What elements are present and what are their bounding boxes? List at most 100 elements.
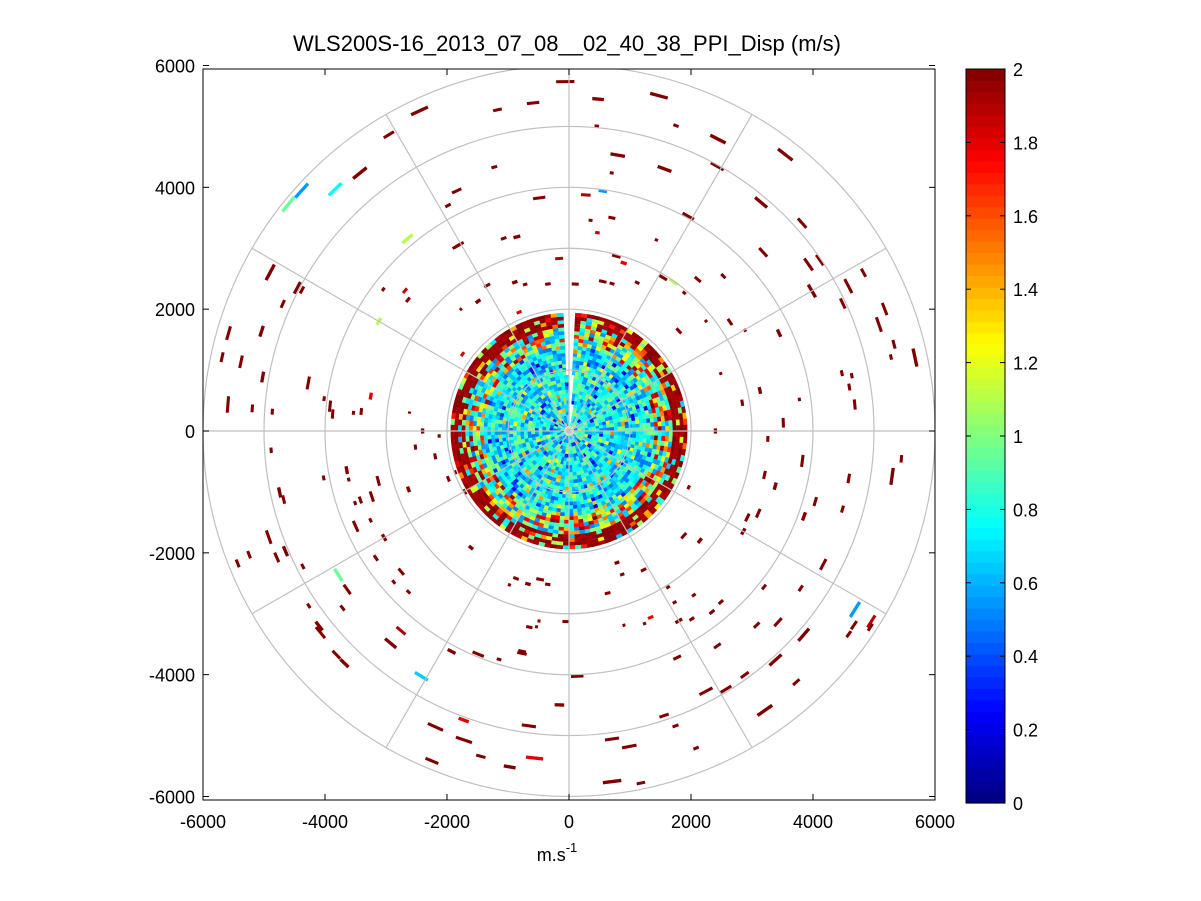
core-cell — [505, 514, 513, 522]
core-cell — [651, 354, 659, 362]
colorbar-strip — [966, 722, 1005, 735]
core-cell — [556, 432, 561, 436]
range-gate-segment — [609, 281, 615, 286]
core-cell — [561, 363, 567, 368]
core-cell — [657, 435, 662, 442]
core-cell — [489, 405, 495, 411]
core-cell — [563, 527, 569, 532]
core-cell — [682, 436, 688, 444]
core-cell — [551, 365, 557, 370]
core-cell — [521, 475, 527, 481]
range-gate-segment — [513, 234, 521, 240]
core-cell — [568, 534, 575, 539]
core-cell — [548, 366, 553, 371]
core-cell — [562, 424, 566, 428]
core-cell — [579, 458, 584, 464]
plot-area: -6000 -4000 -2000 0 2000 4000 6000 60004000200… — [149, 57, 955, 833]
core-cell — [626, 328, 635, 336]
core-cell — [576, 500, 581, 506]
core-cell — [463, 452, 469, 459]
core-cell — [553, 485, 558, 490]
core-cell — [581, 514, 588, 520]
core-cell — [631, 514, 639, 522]
core-cell — [568, 538, 575, 542]
core-cell — [559, 338, 565, 343]
core-cell — [582, 452, 587, 458]
core-cell — [460, 401, 466, 409]
core-cell — [568, 505, 574, 510]
core-cell — [664, 420, 670, 427]
core-cell — [651, 387, 658, 394]
core-cell — [523, 516, 530, 523]
core-cell — [509, 436, 514, 441]
core-cell — [580, 316, 588, 322]
core-cell — [582, 339, 589, 345]
range-gate-segment — [273, 552, 281, 563]
core-cell — [664, 380, 671, 388]
core-cell — [664, 398, 670, 406]
core-cell — [679, 436, 684, 444]
range-gate-segment — [819, 558, 828, 571]
core-cell — [551, 316, 558, 322]
range-gate-segment — [339, 658, 350, 669]
range-gate-segment — [649, 91, 669, 100]
core-cell — [494, 402, 500, 409]
core-cell — [476, 439, 482, 446]
core-cell — [586, 407, 591, 413]
core-cell — [661, 375, 669, 383]
core-cell — [592, 408, 598, 414]
range-gate-segment — [708, 608, 716, 616]
core-cell — [536, 441, 542, 446]
core-cell — [650, 422, 655, 428]
core-cell — [504, 450, 510, 456]
core-cell — [576, 424, 581, 429]
core-cell — [549, 499, 555, 504]
core-cell — [561, 420, 565, 425]
core-cell — [520, 418, 526, 424]
x-tick-label: 4000 — [793, 812, 833, 832]
core-cell — [503, 413, 508, 418]
core-cell — [568, 512, 574, 517]
core-cell — [642, 438, 647, 444]
core-cell — [610, 431, 615, 436]
range-gate-segment — [359, 407, 364, 416]
core-cell — [527, 423, 532, 428]
core-cell — [568, 472, 573, 477]
core-cell — [522, 460, 529, 468]
core-cell — [557, 533, 564, 539]
core-cell — [606, 431, 611, 435]
range-gate-segment — [535, 577, 545, 582]
core-cell — [478, 463, 485, 471]
core-cell — [653, 454, 659, 461]
core-cell — [485, 408, 491, 415]
core-cell — [495, 415, 500, 420]
range-gate-segment — [843, 278, 854, 294]
core-cell — [482, 392, 488, 400]
core-cell — [469, 479, 477, 487]
core-cell — [563, 530, 569, 535]
core-cell — [624, 424, 629, 429]
core-cell — [542, 421, 548, 427]
y-tick-label: -4000 — [149, 666, 195, 686]
core-cell — [649, 439, 655, 445]
colorbar-ticks: 00.20.40.60.811.21.41.61.82 — [966, 60, 1038, 814]
core-cell — [566, 415, 570, 420]
core-cell — [540, 448, 546, 454]
core-cell — [604, 440, 610, 446]
core-cell — [595, 455, 601, 461]
core-cell — [643, 422, 648, 428]
core-cell — [613, 473, 619, 479]
core-cell — [649, 370, 657, 378]
core-cell — [464, 378, 471, 386]
core-cell — [601, 328, 609, 335]
core-cell — [668, 420, 673, 427]
range-gate-segment — [264, 263, 276, 281]
colorbar-strip — [966, 550, 1005, 563]
core-cell — [538, 349, 545, 355]
core-cell — [544, 340, 551, 346]
core-cell — [491, 442, 497, 448]
core-cell — [661, 382, 668, 390]
core-cell — [556, 426, 561, 430]
core-cell — [638, 415, 643, 421]
core-cell — [521, 519, 529, 526]
